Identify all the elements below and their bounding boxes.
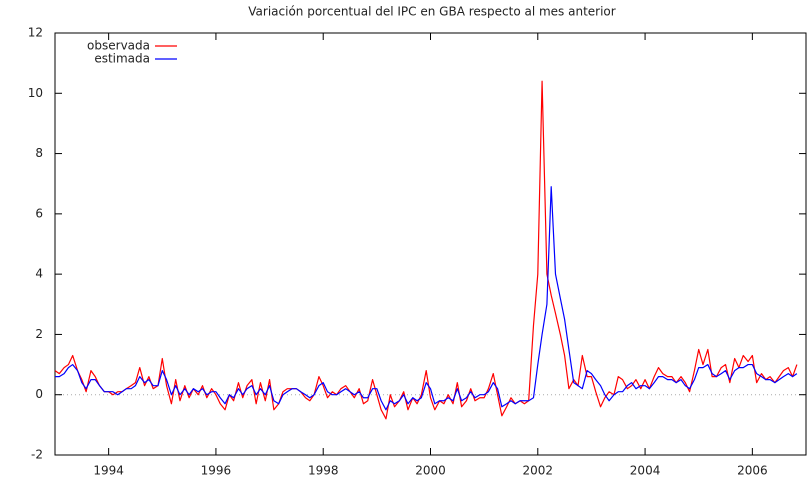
series-line: [54, 80, 798, 420]
x-tick-label: 1998: [308, 464, 339, 478]
y-tick-label: 4: [35, 267, 43, 281]
x-tick-label: 2002: [523, 464, 554, 478]
x-tick-label: 2006: [737, 464, 768, 478]
y-tick-label: -2: [31, 448, 43, 462]
x-tick-label: 2000: [415, 464, 446, 478]
y-tick-label: 0: [35, 387, 43, 401]
x-tick-label: 1996: [201, 464, 232, 478]
x-tick-label: 1994: [93, 464, 124, 478]
chart-title: Variación porcentual del IPC en GBA resp…: [248, 5, 616, 19]
legend-label: estimada: [94, 52, 150, 66]
y-tick-label: 10: [28, 86, 43, 100]
x-tick-label: 2004: [630, 464, 661, 478]
legend-label: observada: [87, 39, 150, 53]
y-tick-label: 6: [35, 206, 43, 220]
y-tick-label: 2: [35, 327, 43, 341]
series-line: [55, 186, 798, 411]
y-tick-label: 12: [28, 26, 43, 40]
y-tick-label: 8: [35, 146, 43, 160]
plot-frame: [54, 32, 807, 456]
